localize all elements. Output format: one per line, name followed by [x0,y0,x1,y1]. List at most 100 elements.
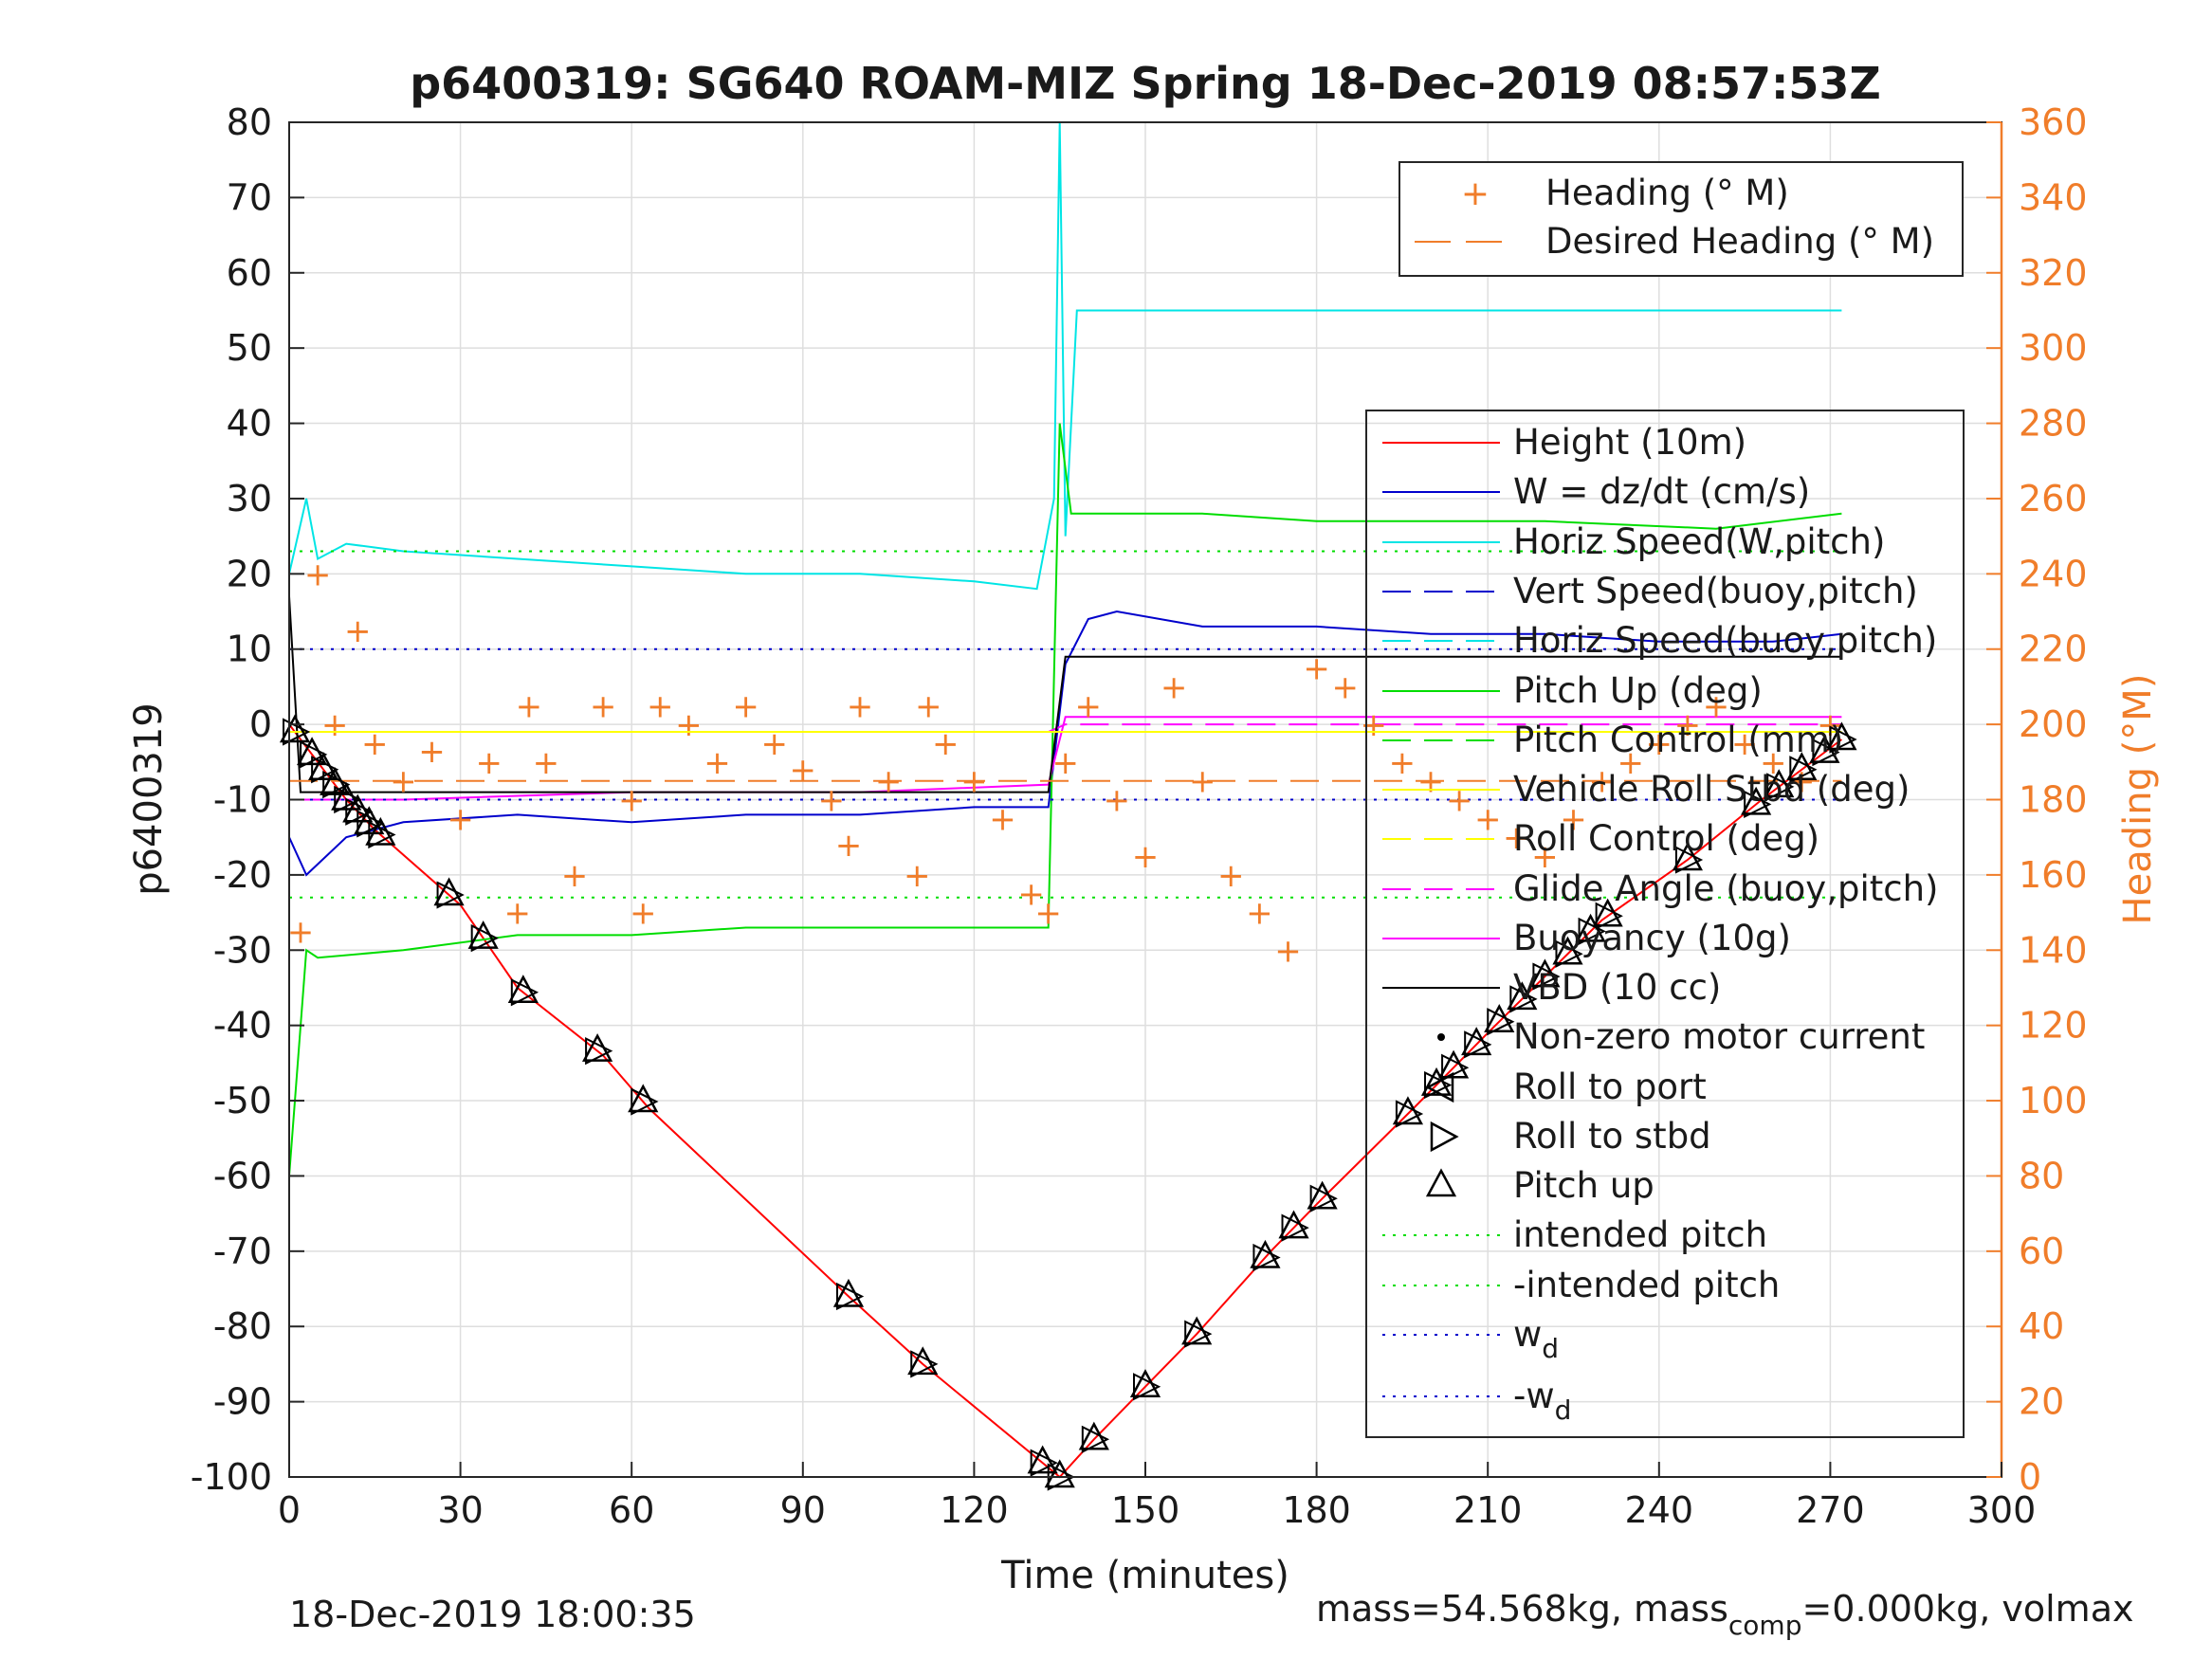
legend-label-pitch-control: Pitch Control (mm) [1513,720,1843,760]
x-tick-label: 240 [1625,1489,1694,1531]
roll-stbd-marker [1252,1243,1281,1272]
heading-point: + [590,687,617,725]
roll-stbd-marker [1766,773,1795,801]
heading-point: + [321,706,349,744]
heading-point: + [1132,838,1160,876]
roll-stbd-marker [1487,1008,1515,1036]
heading-point: + [1274,932,1302,970]
heading-point: + [675,706,703,744]
y-tick-label: 50 [227,327,272,369]
footer-mass: mass=54.568kg, masscomp=0.000kg, volmax [1316,1588,2133,1641]
heading-point: + [1617,744,1644,782]
y-tick-label: 80 [227,101,272,143]
roll-stbd-marker [1281,1213,1309,1242]
heading-point: + [960,763,988,801]
desired-heading-legend-label: Desired Heading (° M) [1545,221,1934,262]
series-line [288,121,1842,591]
heading-point: + [1531,838,1559,876]
roll-stbd-marker [1829,725,1857,754]
legend-label-intended-pitch: intended pitch [1513,1214,1767,1255]
legend-label-vert-speed-buoy: Vert Speed(buoy,pitch) [1513,571,1918,611]
heading-point: + [1446,782,1473,820]
heading-point: + [704,744,731,782]
legend-samples [1382,442,1500,1397]
y2-tick-label: 60 [2019,1231,2064,1272]
y-tick-label: -60 [213,1155,272,1196]
y2-tick-label: 160 [2019,854,2088,896]
x-tick-label: 150 [1111,1489,1180,1531]
heading-point: + [361,725,389,763]
main-legend-box [1365,410,1965,1438]
x-tick-label: 30 [437,1489,483,1531]
y2-tick-label: 40 [2019,1305,2064,1347]
heading-point: + [1560,800,1587,838]
y2-tick-label: 360 [2019,101,2088,143]
legend-label-roll-port: Roll to port [1513,1066,1707,1107]
legend-label-horiz-speed-buoy: Horiz Speed(buoy,pitch) [1513,620,1937,661]
y-tick-label: -30 [213,929,272,971]
y2-tick-label: 100 [2019,1080,2088,1121]
roll-stbd-marker [1030,1449,1058,1477]
roll-stbd-marker [1464,1030,1492,1059]
heading-point: + [875,763,903,801]
roll-stbd-marker [1674,846,1704,874]
roll-stbd-marker [1133,1373,1161,1401]
legend-label-glide-angle: Glide Angle (buoy,pitch) [1513,868,1938,909]
roll-stbd-marker [1395,1100,1424,1128]
y2-tick-label: 280 [2019,403,2088,445]
heading-point: + [790,752,817,790]
legend-label-pitch-up-marker: Pitch up [1513,1165,1654,1206]
x-tick-label: 90 [780,1489,826,1531]
series-line [288,723,1843,1479]
legend-sample-roll-port [1425,1071,1454,1103]
heading-point: + [732,687,759,725]
heading-point: + [760,725,788,763]
y2-tick-label: 200 [2019,703,2088,745]
heading-point: + [1417,763,1445,801]
heading-point: + [1674,706,1702,744]
roll-stbd-marker [283,718,311,746]
y2-tick-label: 340 [2019,176,2088,218]
x-tick-label: 180 [1282,1489,1351,1531]
heading-point: + [504,895,532,933]
x-axis-label: Time (minutes) [1000,1554,1289,1597]
y-tick-label: 70 [227,176,272,218]
heading-point: + [418,733,446,771]
heading-point: + [1588,763,1616,801]
y-tick-label: 40 [227,403,272,445]
series-line [288,610,1842,877]
heading-point: + [989,800,1016,838]
heading-point: + [344,612,372,650]
heading-legend-plus-marker: + [1461,174,1490,213]
x-tick-label: 300 [1967,1489,2037,1531]
heading-point: + [818,782,846,820]
roll-stbd-marker [1812,738,1840,767]
x-tick-label: 210 [1453,1489,1523,1531]
roll-stbd-marker [1309,1184,1338,1212]
legend-label-vbd: VBD (10 cc) [1513,967,1721,1008]
heading-point: + [1303,650,1330,688]
roll-stbd-marker [631,1087,659,1116]
roll-stbd-marker [1744,790,1772,819]
y2-tick-label: 220 [2019,629,2088,670]
y-tick-label: -80 [213,1305,272,1347]
heading-point: + [932,725,960,763]
y-tick-label: 10 [227,629,272,670]
marker-layer [279,714,1857,1491]
chart-title: p6400319: SG640 ROAM-MIZ Spring 18-Dec-2… [410,58,1881,109]
y2-tick-label: 300 [2019,327,2088,369]
heading-point: + [1075,687,1103,725]
heading-point: + [915,687,942,725]
y-tick-label: 20 [227,553,272,594]
heading-point: + [647,687,674,725]
legend-sample-pitch-up [1425,1168,1457,1197]
legend-label-roll-stbd: Roll to stbd [1513,1116,1711,1157]
roll-stbd-marker [585,1037,613,1066]
heading-point: + [904,857,931,895]
y2-tick-label: 140 [2019,929,2088,971]
y-tick-label: -10 [213,779,272,821]
roll-stbd-marker [1184,1320,1213,1348]
heading-point: + [1161,668,1188,706]
heading-point: + [1104,782,1131,820]
